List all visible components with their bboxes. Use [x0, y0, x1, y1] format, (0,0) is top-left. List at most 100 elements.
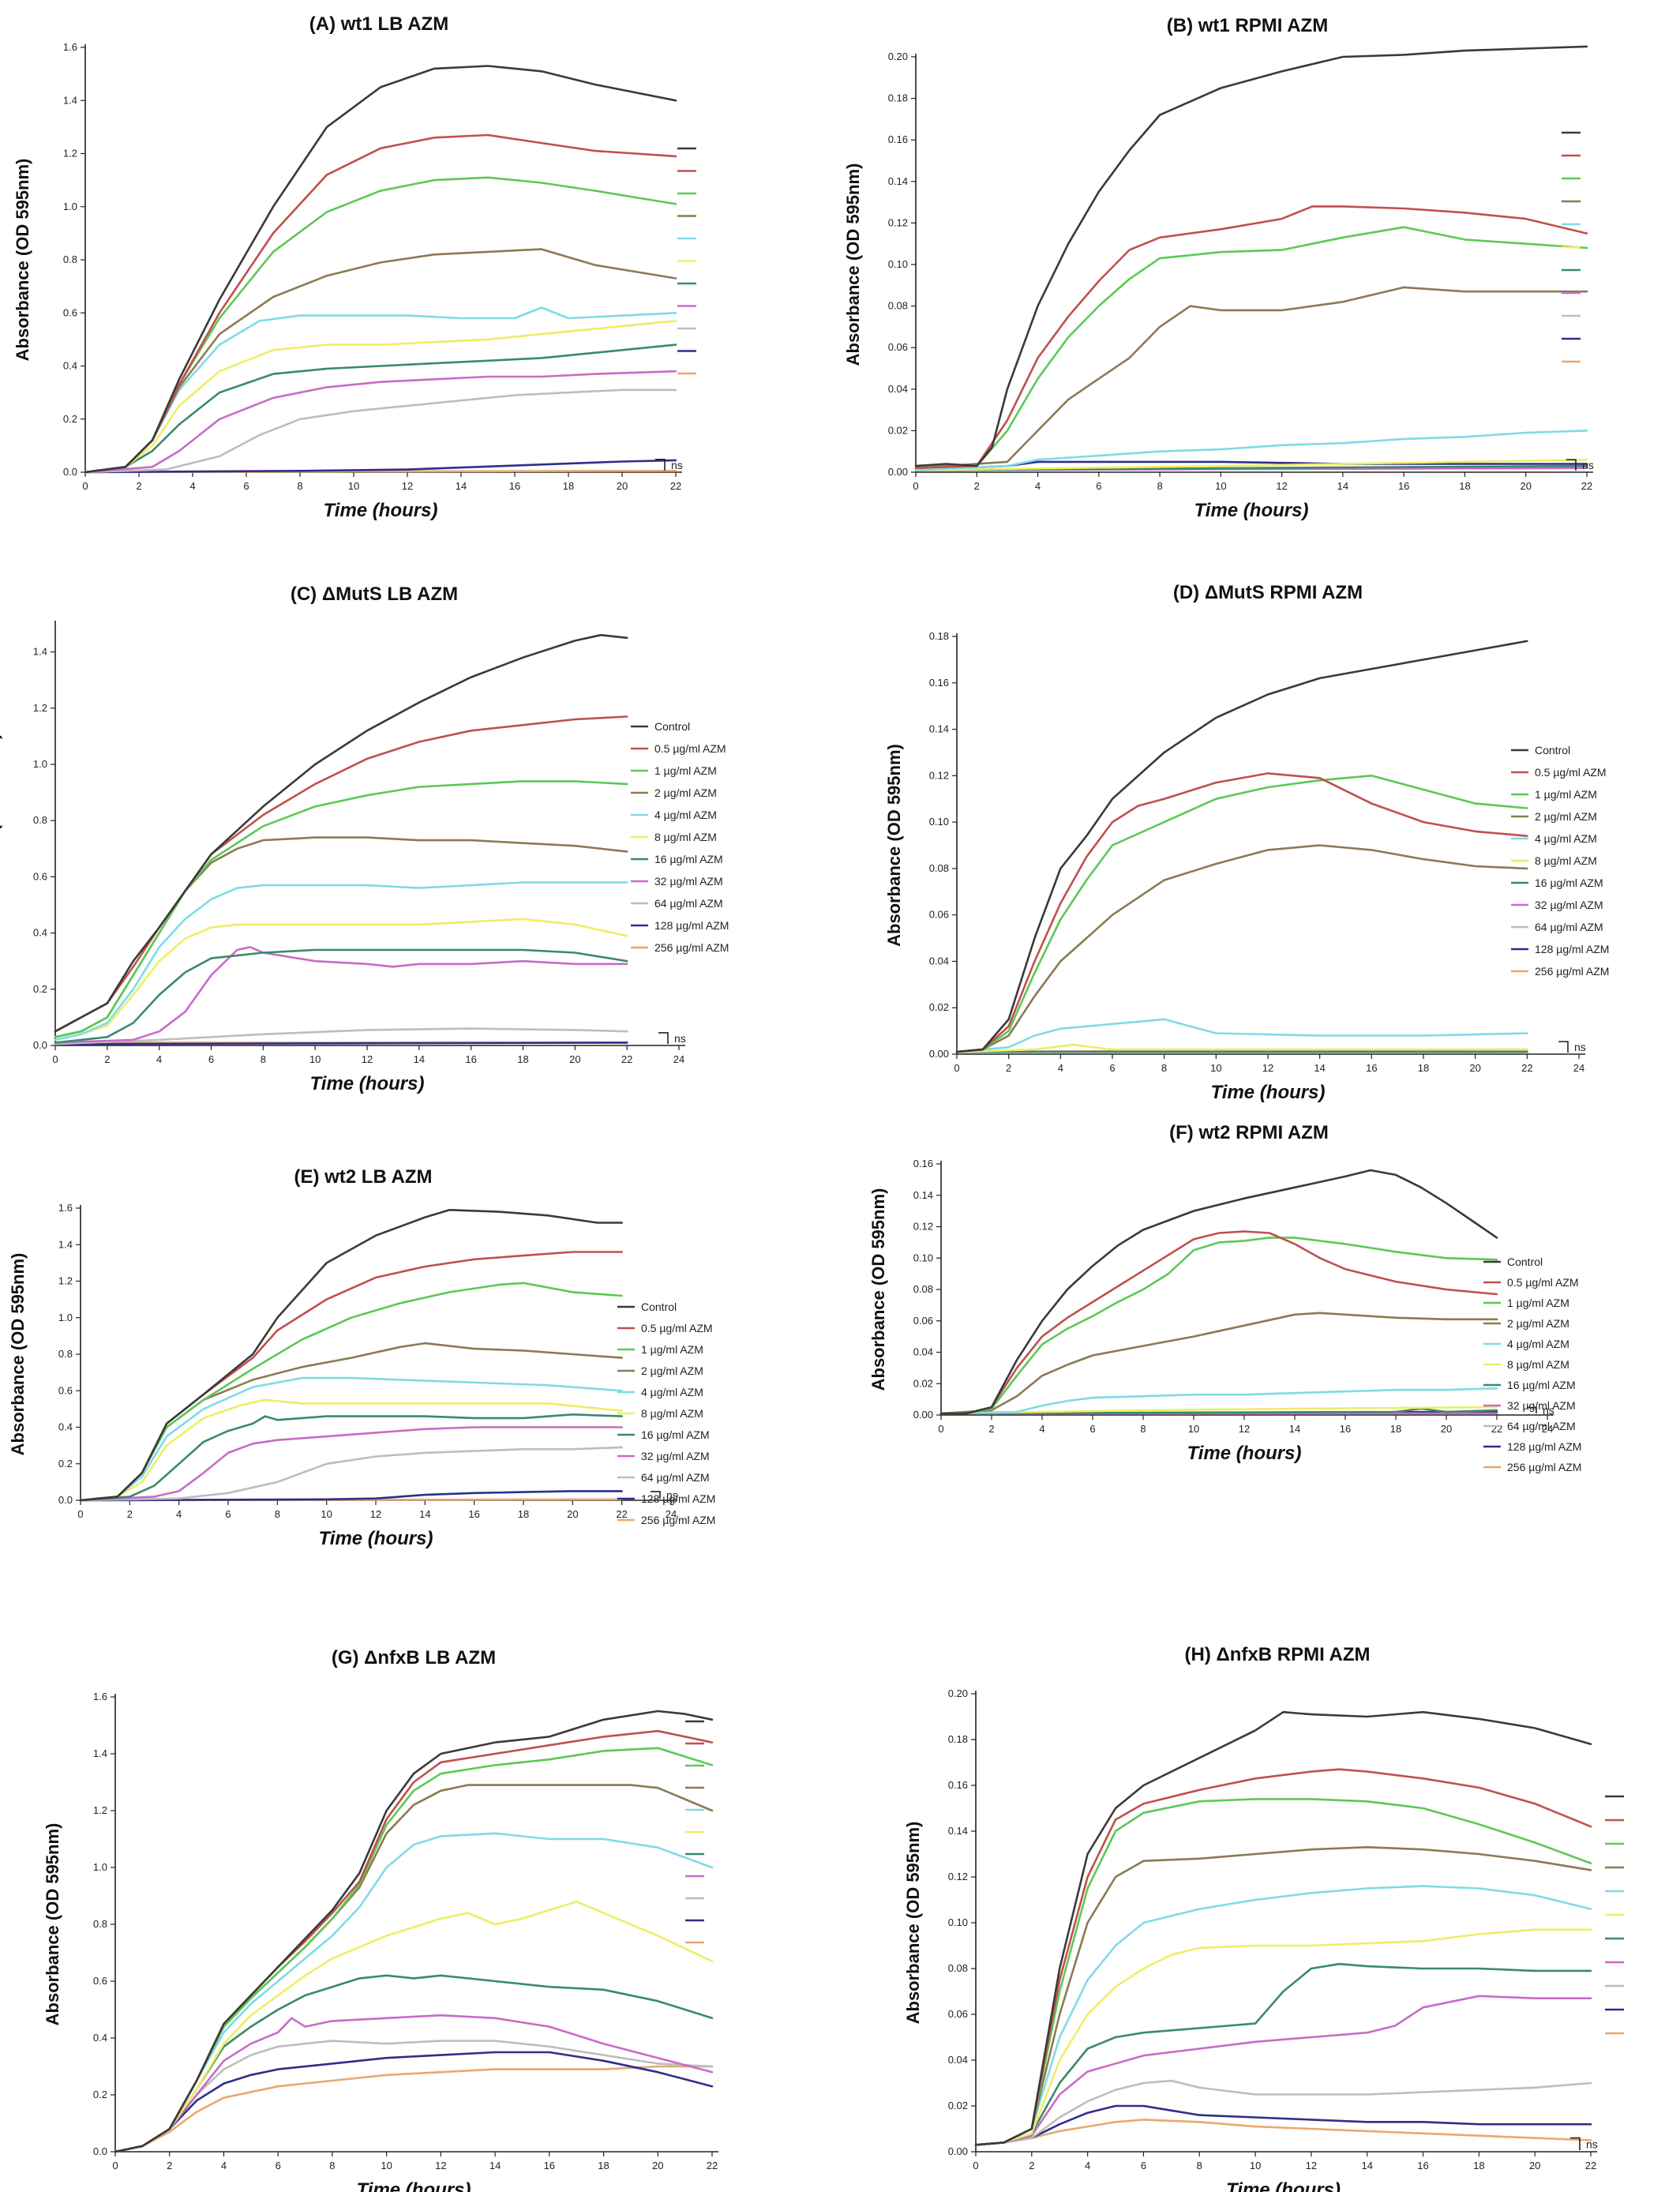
- y-tick-label: 0.6: [58, 1384, 73, 1396]
- y-tick-label: 0.04: [948, 2054, 968, 2066]
- series-line: [114, 2014, 714, 2153]
- x-tick-label: 20: [1441, 1423, 1452, 1435]
- y-tick-label: 1.0: [33, 758, 47, 770]
- x-tick-label: 18: [1473, 2160, 1484, 2171]
- y-tick-label: 1.4: [58, 1238, 73, 1250]
- y-tick-label: 0.14: [913, 1189, 933, 1201]
- legend-label: 32 µg/ml AZM: [654, 875, 723, 888]
- x-tick-label: 18: [1459, 480, 1470, 492]
- y-tick-label: 0.6: [93, 1975, 107, 1987]
- ns-label: ns: [1586, 2138, 1598, 2150]
- y-tick-label: 0.16: [888, 133, 908, 145]
- x-tick-label: 18: [563, 480, 574, 492]
- panel-title: (G) ΔnfxB LB AZM: [332, 1647, 496, 1668]
- ns-bracket: [1570, 2137, 1581, 2150]
- x-tick-label: 14: [1289, 1423, 1300, 1435]
- y-tick-label: 0.04: [888, 383, 908, 395]
- legend-label: 64 µg/ml AZM: [1507, 1420, 1576, 1432]
- y-tick-label: 0.20: [888, 51, 908, 62]
- series-line: [54, 946, 628, 1044]
- x-tick-label: 22: [621, 1053, 632, 1065]
- series-line: [54, 836, 628, 1038]
- panel-title: (H) ΔnfxB RPMI AZM: [1185, 1644, 1371, 1665]
- series-line: [974, 2119, 1592, 2146]
- y-tick-label: 0.8: [63, 253, 77, 265]
- series-line: [974, 1995, 1592, 2146]
- series-line: [79, 1490, 623, 1502]
- x-tick-label: 10: [321, 1508, 332, 1520]
- y-tick-label: 0.2: [63, 413, 77, 425]
- legend-label: Control: [654, 720, 690, 733]
- x-tick-label: 6: [1096, 480, 1101, 492]
- x-tick-label: 2: [104, 1053, 110, 1065]
- y-tick-label: 0.18: [929, 630, 949, 642]
- legend-label: 4 µg/ml AZM: [654, 809, 717, 821]
- series-line: [79, 1251, 623, 1502]
- legend-label: 0.5 µg/ml AZM: [654, 742, 726, 755]
- x-tick-label: 16: [468, 1508, 479, 1520]
- x-tick-label: 24: [1542, 1423, 1553, 1435]
- panel-title: (A) wt1 LB AZM: [309, 13, 448, 35]
- series-line: [79, 1446, 623, 1502]
- x-tick-label: 18: [1418, 1062, 1429, 1074]
- x-tick-label: 10: [381, 2160, 392, 2171]
- y-tick-label: 1.2: [58, 1275, 73, 1287]
- legend-label: 128 µg/ml AZM: [654, 919, 729, 932]
- x-tick-label: 18: [517, 1053, 528, 1065]
- y-tick-label: 0.00: [913, 1409, 933, 1421]
- y-tick-label: 0.6: [63, 306, 77, 318]
- series-line: [974, 2104, 1592, 2146]
- y-tick-label: 0.4: [33, 927, 47, 939]
- legend-label: 1 µg/ml AZM: [1507, 1297, 1569, 1309]
- legend-label: 16 µg/ml AZM: [1535, 876, 1603, 889]
- y-tick-label: 0.00: [948, 2145, 968, 2157]
- y-tick-label: 0.08: [888, 300, 908, 312]
- legend-label: 256 µg/ml AZM: [654, 941, 729, 954]
- y-tick-label: 0.4: [58, 1421, 73, 1433]
- y-tick-label: 0.08: [913, 1283, 933, 1295]
- y-axis-title: Absorbance (OD 595nm): [13, 159, 32, 362]
- x-tick-label: 12: [370, 1508, 381, 1520]
- series-line: [914, 430, 1588, 471]
- y-tick-label: 0.00: [888, 466, 908, 478]
- x-tick-label: 12: [402, 480, 413, 492]
- series-line: [84, 343, 677, 474]
- series-line: [974, 1962, 1592, 2146]
- x-tick-label: 4: [156, 1053, 162, 1065]
- legend-label: 32 µg/ml AZM: [641, 1450, 710, 1462]
- x-axis-title: Time (hours): [1211, 1082, 1326, 1103]
- legend-label: 1 µg/ml AZM: [1535, 788, 1597, 801]
- x-tick-label: 14: [414, 1053, 425, 1065]
- series-line: [939, 1387, 1498, 1415]
- legend-label: 1 µg/ml AZM: [641, 1343, 703, 1356]
- x-tick-label: 0: [82, 480, 88, 492]
- y-tick-label: 1.0: [63, 201, 77, 212]
- legend-label: 64 µg/ml AZM: [1535, 921, 1603, 933]
- x-tick-label: 0: [938, 1423, 943, 1435]
- panel-title: (C) ΔMutS LB AZM: [291, 584, 458, 605]
- series-line: [955, 1043, 1528, 1053]
- y-tick-label: 1.0: [58, 1312, 73, 1323]
- legend-label: 0.5 µg/ml AZM: [1535, 766, 1607, 779]
- series-line: [974, 1710, 1592, 2146]
- y-tick-label: 0.18: [948, 1733, 968, 1745]
- x-tick-label: 24: [1573, 1062, 1584, 1074]
- series-line: [79, 1342, 623, 1502]
- y-tick-label: 0.02: [929, 1001, 949, 1013]
- y-tick-label: 0.8: [33, 814, 47, 826]
- series-line: [114, 1710, 714, 2153]
- ns-bracket: [1527, 1406, 1537, 1413]
- y-axis-title: Absorbance (OD 595nm): [0, 734, 2, 936]
- x-tick-label: 20: [1469, 1062, 1480, 1074]
- series-line: [84, 320, 677, 474]
- x-tick-label: 4: [1035, 480, 1041, 492]
- x-axis-title: Time (hours): [1194, 500, 1309, 521]
- x-tick-label: 12: [1276, 480, 1287, 492]
- legend-label: 4 µg/ml AZM: [1535, 832, 1597, 845]
- x-tick-label: 2: [988, 1423, 994, 1435]
- x-tick-label: 12: [1239, 1423, 1250, 1435]
- legend-label: 128 µg/ml AZM: [1535, 943, 1609, 955]
- series-line: [114, 1747, 714, 2153]
- series-line: [84, 65, 677, 474]
- x-tick-label: 0: [913, 480, 918, 492]
